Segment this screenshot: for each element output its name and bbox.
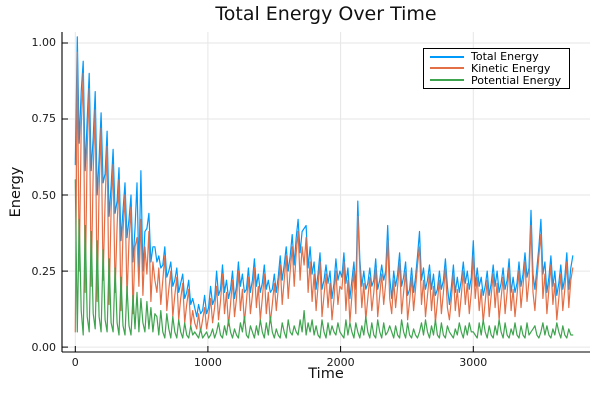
legend-label-potential-energy: Potential Energy xyxy=(471,73,562,87)
y-tick-label-0.50: 0.50 xyxy=(31,188,57,202)
y-axis-label: Energy xyxy=(8,166,24,218)
series-line-potential-energy xyxy=(74,179,574,339)
legend-entry-total-energy: Total Energy xyxy=(430,51,563,62)
x-tick-label-3000: 3000 xyxy=(459,356,488,369)
legend-line-kinetic-energy-icon xyxy=(430,67,464,70)
legend-entry-potential-energy: Potential Energy xyxy=(430,75,563,86)
series-line-total-energy xyxy=(74,36,574,318)
y-tick-label-0.00: 0.00 xyxy=(31,340,57,354)
legend-line-potential-energy-icon xyxy=(430,79,464,82)
y-tick-label-0.25: 0.25 xyxy=(31,264,57,278)
x-axis-label: Time xyxy=(308,366,344,382)
series-line-kinetic-energy xyxy=(74,51,574,333)
y-tick-label-1.00: 1.00 xyxy=(31,36,57,50)
x-tick-label-2000: 2000 xyxy=(326,356,355,369)
y-tick-label-0.75: 0.75 xyxy=(31,112,57,126)
chart-title: Total Energy Over Time xyxy=(215,3,437,25)
x-tick-label-0: 0 xyxy=(71,356,79,369)
legend-line-total-energy-icon xyxy=(430,55,464,58)
legend-entry-kinetic-energy: Kinetic Energy xyxy=(430,63,563,74)
x-tick-label-1000: 1000 xyxy=(193,356,222,369)
legend-label-kinetic-energy: Kinetic Energy xyxy=(471,61,551,75)
legend: Total Energy Kinetic Energy Potential En… xyxy=(423,48,570,89)
legend-label-total-energy: Total Energy xyxy=(471,50,539,64)
